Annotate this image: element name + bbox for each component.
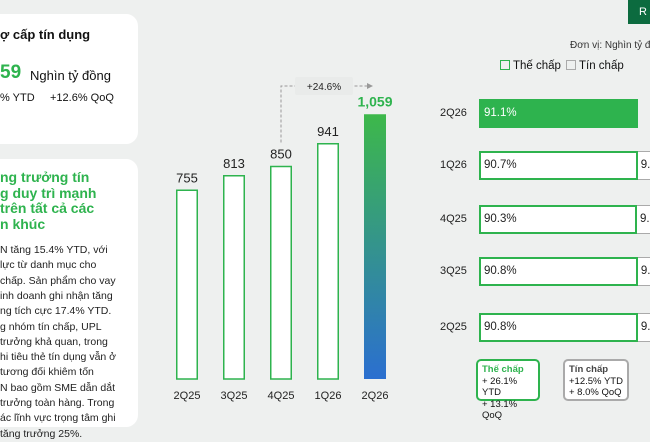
card-paragraph-line: N tăng 15.4% YTD, với [0,244,108,256]
card-heading: ng trưởng tín g duy trì mạnh trên tất cả c… [0,169,97,232]
credit-card-summary: ợ cấp tín dụng 59 Nghìn tỷ đồng % YTD +1… [0,14,138,144]
bar-label-the-chap: 90.3% [484,213,517,225]
card-heading-line: trên tất cả các [0,200,95,216]
legend-swatch-the-chap [500,60,510,70]
tin-chap-box-title: Tín chấp [569,364,609,375]
card-paragraph-line: ng tích cực 17.4% YTD. [0,305,112,318]
x-tick-label: 3Q25 [221,390,248,402]
bar-3q25 [223,175,245,380]
the-chap-box-title: Thế chấp [482,364,524,375]
credit-growth-card: ng trưởng tín g duy trì mạnh trên tất cả c… [0,159,138,440]
card-unit: Nghìn tỷ đồng [30,68,111,83]
legend-label-tin-chap: Tín chấp [579,60,624,72]
outstanding-loans-bar-chart: 755 2Q25 813 3Q25 850 4Q25 941 1Q26 1,059 2Q26 +24… [173,77,393,402]
bar-value-label: 813 [223,156,245,171]
bar-label-tin-chap: 9.2% [640,265,650,277]
bar-label-tin-chap: 9. [640,159,650,171]
bar-2q25 [176,189,198,380]
card-paragraph: N tăng 15.4% YTD, với lực từ danh mục cho… [0,243,140,440]
card-paragraph-line: trưởng khả quan, trong [0,335,108,348]
card-qoq: +12.6% QoQ [50,92,114,104]
card-title: ợ cấp tín dụng [0,27,91,42]
card-paragraph-line: chấp. Sản phẩm cho vay [0,274,116,287]
legend-the-chap: Thế chấp [500,60,561,72]
x-tick-label: 4Q25 [268,390,295,402]
card-paragraph-line: lực từ danh mục cho [0,259,97,272]
y-tick-label: 2Q25 [440,321,467,333]
legend-label-the-chap: Thế chấp [513,60,561,72]
bar-segment-the-chap [479,313,638,342]
bar-label-the-chap: 91.1% [484,107,517,119]
growth-bracket [280,85,367,143]
growth-annotation: +24.6% [307,82,341,93]
bar-label-the-chap: 90.8% [484,321,517,333]
tin-chap-box-ytd: +12.5% YTD [569,375,623,387]
bar-segment-tin-chap [637,205,650,234]
bar-segment-the-chap [479,151,638,180]
card-paragraph-line: N bao gồm SME dẫn dắt [0,381,115,394]
legend-swatch-tin-chap [566,60,576,70]
loan-mix-stacked-bar-chart: 2Q26 91.1% 1Q26 90.7% 9. 4Q25 90.3% 9.7% 3Q25 90.… [440,99,650,342]
card-heading-line: n khúc [0,215,46,232]
bar-segment-the-chap [479,99,639,128]
x-tick-label: 1Q26 [315,390,342,402]
unit-label: Đơn vị: Nghìn tỷ đồ [570,40,650,51]
bar-segment-the-chap [479,205,638,234]
card-value: 59 [0,62,22,83]
legend-tin-chap: Tín chấp [566,60,624,72]
card-paragraph-line: ác lĩnh vực trọng tâm ghi [0,412,116,425]
bar-segment-tin-chap [637,313,650,342]
bar-segment-tin-chap [637,257,650,286]
growth-annotation-box [295,77,353,95]
bar-value-label: 941 [317,124,339,139]
bar-1q26 [317,143,339,380]
bar-value-label: 755 [176,170,198,185]
bar-label-tin-chap: 9.2% [640,321,650,333]
y-tick-label: 2Q26 [440,107,467,119]
y-tick-label: 3Q25 [440,265,467,277]
tin-chap-box: Tín chấp +12.5% YTD + 8.0% QoQ [563,359,629,401]
y-tick-label: 1Q26 [440,159,467,171]
card-paragraph-line: trưởng toàn hàng. Trong [0,397,115,409]
bar-value-label: 1,059 [357,93,392,109]
card-heading-line: ng trưởng tín [0,169,90,185]
tin-chap-box-qoq: + 8.0% QoQ [569,387,622,398]
the-chap-box: Thế chấp + 26.1% YTD + 13.1% QoQ [476,359,540,421]
bar-4q25 [270,165,292,380]
x-tick-label: 2Q26 [362,390,389,402]
card-paragraph-line: inh doanh ghi nhận tăng [0,289,113,302]
card-heading-line: g duy trì mạnh [0,184,97,201]
x-tick-label: 2Q25 [174,390,201,402]
bar-2q26 [364,114,386,379]
card-paragraph-line: g nhóm tín chấp, UPL [0,320,102,333]
bar-label-the-chap: 90.8% [484,265,517,277]
card-ytd: % YTD [0,92,35,104]
card-paragraph-line: tương đối khiêm tốn [0,366,94,379]
bar-segment-the-chap [479,257,638,286]
bar-value-label: 850 [270,147,292,162]
the-chap-box-qoq: + 13.1% QoQ [482,398,518,422]
card-paragraph-line: hi tiêu thẻ tín dụng vẫn ở [0,351,117,364]
y-tick-label: 4Q25 [440,213,467,225]
growth-arrow-icon [367,83,373,89]
bar-label-tin-chap: 9.7% [640,213,650,225]
the-chap-box-ytd: + 26.1% YTD [482,375,518,399]
bar-label-the-chap: 90.7% [484,159,517,171]
corner-tab[interactable]: R [628,0,650,24]
bar-segment-tin-chap [637,151,650,180]
